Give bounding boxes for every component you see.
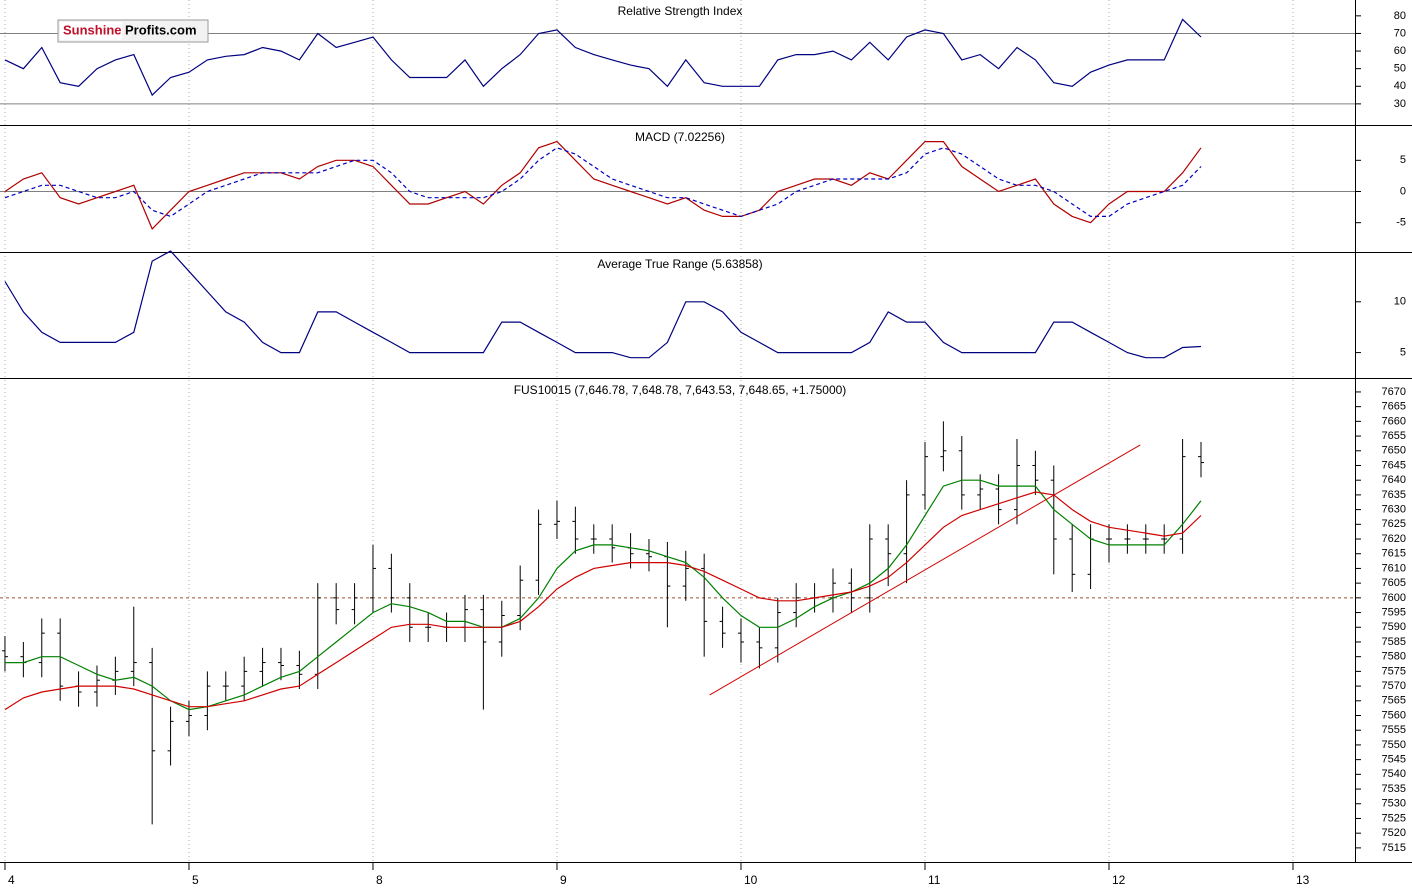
x-tick-label: 12 (1112, 873, 1126, 887)
y-tick-label: 7615 (1382, 548, 1406, 560)
y-tick-label: 7590 (1382, 621, 1406, 633)
y-tick-label: 7625 (1382, 518, 1406, 530)
x-tick-label: 5 (192, 873, 199, 887)
x-tick-label: 4 (8, 873, 15, 887)
panel-title: FUS10015 (7,646.78, 7,648.78, 7,643.53, … (514, 383, 847, 397)
y-tick-label: 7575 (1382, 665, 1406, 677)
panel-title: MACD (7.02256) (635, 130, 725, 144)
y-tick-label: 7545 (1382, 754, 1406, 766)
trend-line (709, 444, 1141, 696)
y-tick-label: 7620 (1382, 533, 1406, 545)
y-tick-label: 0 (1400, 185, 1406, 197)
logo-brand: Sunshine (63, 22, 122, 37)
panel-title: Average True Range (5.63858) (597, 257, 762, 271)
y-tick-label: 30 (1394, 98, 1406, 110)
y-tick-label: 7585 (1382, 636, 1406, 648)
x-tick-label: 11 (928, 873, 941, 887)
y-tick-label: 10 (1394, 296, 1406, 308)
y-tick-label: 7530 (1382, 798, 1406, 810)
y-tick-label: 40 (1394, 80, 1406, 92)
logo-site: Profits.com (125, 22, 197, 37)
y-tick-label: 7670 (1382, 386, 1406, 398)
y-tick-label: 7560 (1382, 709, 1406, 721)
panel-title: Relative Strength Index (618, 4, 743, 18)
y-tick-label: 7665 (1382, 401, 1406, 413)
y-tick-label: 7645 (1382, 459, 1406, 471)
y-tick-label: 7635 (1382, 489, 1406, 501)
x-tick-label: 9 (560, 873, 567, 887)
y-tick-label: 7630 (1382, 504, 1406, 516)
y-tick-label: 7650 (1382, 445, 1406, 457)
series-line (4, 18, 1202, 97)
y-tick-label: 80 (1394, 10, 1406, 22)
y-tick-label: 7570 (1382, 680, 1406, 692)
y-tick-label: 70 (1394, 27, 1406, 39)
y-tick-label: 7610 (1382, 562, 1406, 574)
y-tick-label: 7600 (1382, 592, 1406, 604)
y-tick-label: 7525 (1382, 812, 1406, 824)
y-tick-label: 7535 (1382, 783, 1406, 795)
y-tick-label: 7565 (1382, 695, 1406, 707)
series-line (4, 147, 1202, 218)
y-tick-label: -5 (1396, 217, 1406, 229)
y-tick-label: 7540 (1382, 768, 1406, 780)
y-tick-label: 7595 (1382, 606, 1406, 618)
series-line (4, 491, 1202, 711)
y-tick-label: 7550 (1382, 739, 1406, 751)
y-tick-label: 7515 (1382, 842, 1406, 854)
x-tick-label: 8 (376, 873, 383, 887)
y-tick-label: 50 (1394, 63, 1406, 75)
logo-brand-box (60, 22, 122, 40)
y-tick-label: 7640 (1382, 474, 1406, 486)
y-tick-label: 7655 (1382, 430, 1406, 442)
y-tick-label: 7660 (1382, 415, 1406, 427)
y-tick-label: 5 (1400, 346, 1406, 358)
series-line (4, 250, 1202, 359)
series-line (4, 140, 1202, 230)
y-tick-label: 7555 (1382, 724, 1406, 736)
y-tick-label: 7605 (1382, 577, 1406, 589)
x-tick-label: 10 (744, 873, 758, 887)
logo: Sunshine Profits.com (57, 19, 209, 43)
y-tick-label: 7520 (1382, 827, 1406, 839)
y-tick-label: 7580 (1382, 651, 1406, 663)
y-tick-label: 60 (1394, 45, 1406, 57)
y-tick-label: 5 (1400, 154, 1406, 166)
x-tick-label: 13 (1296, 873, 1310, 887)
